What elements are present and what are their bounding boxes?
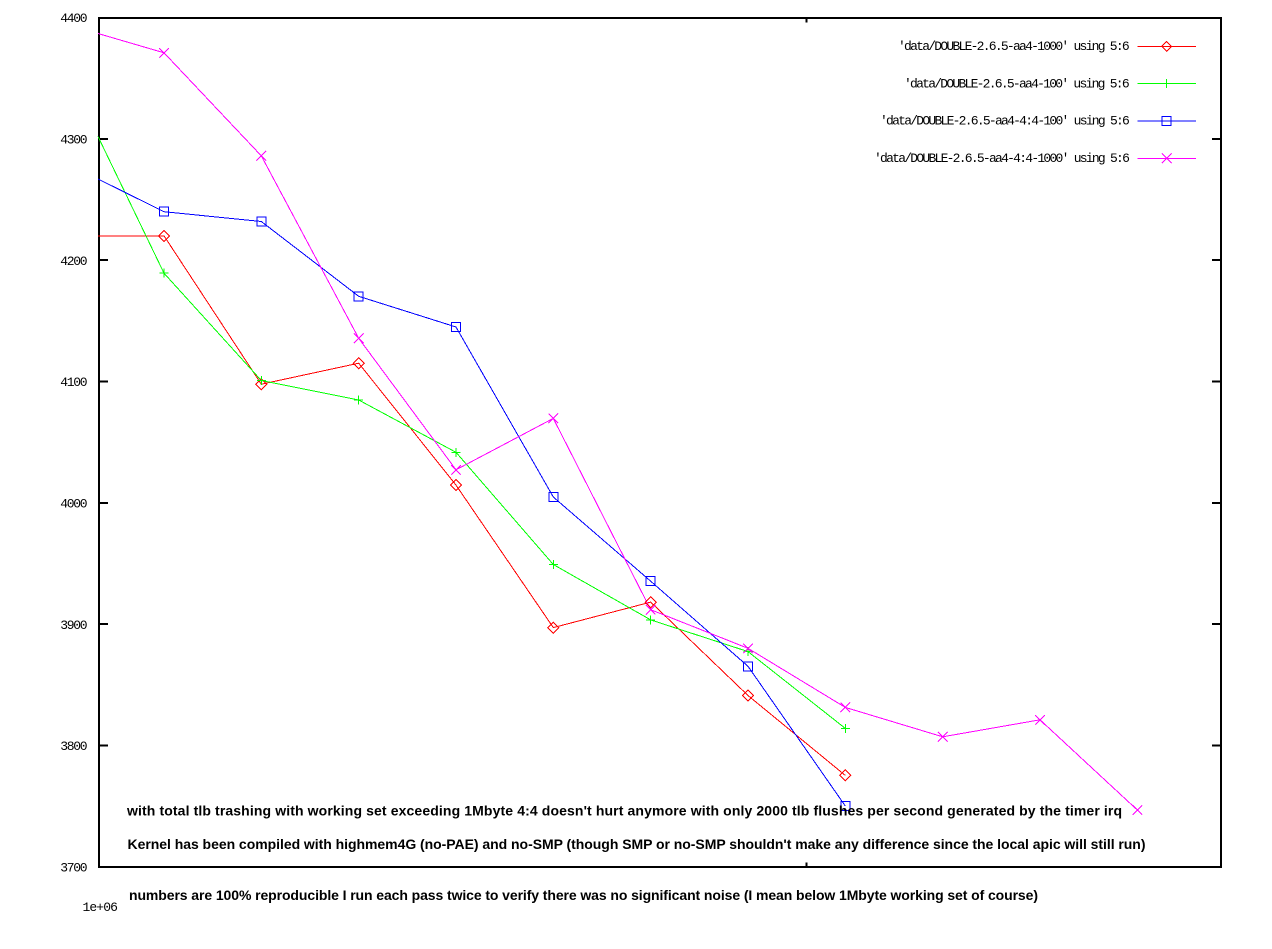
svg-text:4100: 4100 — [60, 375, 87, 390]
svg-text:'data/DOUBLE-2.6.5-aa4-4:4-100: 'data/DOUBLE-2.6.5-aa4-4:4-1000' using 5… — [874, 151, 1129, 166]
svg-text:4000: 4000 — [60, 497, 87, 512]
svg-text:4300: 4300 — [60, 133, 87, 148]
svg-text:4200: 4200 — [60, 254, 87, 269]
svg-text:'data/DOUBLE-2.6.5-aa4-4:4-100: 'data/DOUBLE-2.6.5-aa4-4:4-100' using 5:… — [880, 114, 1129, 129]
svg-text:with total tlb trashing with w: with total tlb trashing with working set… — [126, 803, 1122, 819]
svg-text:numbers are 100% reproducible: numbers are 100% reproducible I run each… — [129, 887, 1038, 903]
svg-text:3800: 3800 — [60, 739, 87, 754]
svg-text:1e+06: 1e+06 — [83, 900, 118, 915]
svg-text:3900: 3900 — [60, 618, 87, 633]
svg-text:4400: 4400 — [60, 11, 87, 26]
svg-text:Kernel has been compiled with: Kernel has been compiled with highmem4G … — [128, 836, 1146, 852]
svg-text:3700: 3700 — [60, 860, 87, 875]
svg-text:'data/DOUBLE-2.6.5-aa4-100' us: 'data/DOUBLE-2.6.5-aa4-100' using 5:6 — [904, 76, 1129, 91]
svg-text:'data/DOUBLE-2.6.5-aa4-1000' u: 'data/DOUBLE-2.6.5-aa4-1000' using 5:6 — [898, 39, 1129, 54]
